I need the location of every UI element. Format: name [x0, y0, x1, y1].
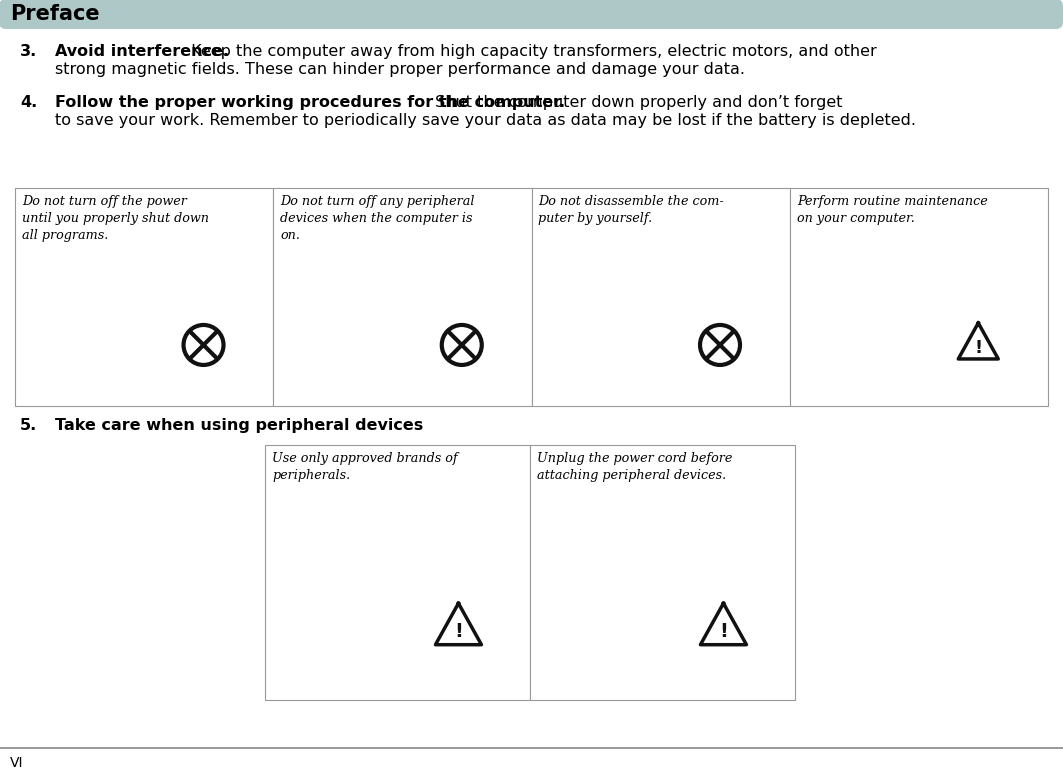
Bar: [790, 188, 1048, 406]
Circle shape: [442, 325, 482, 365]
Text: Unplug the power cord before
attaching peripheral devices.: Unplug the power cord before attaching p…: [537, 452, 732, 482]
Circle shape: [701, 325, 740, 365]
Text: strong magnetic fields. These can hinder proper performance and damage your data: strong magnetic fields. These can hinder…: [55, 62, 745, 77]
Text: 4.: 4.: [20, 95, 37, 110]
Text: Shut the computer down properly and don’t forget: Shut the computer down properly and don’…: [431, 95, 843, 110]
Bar: [273, 188, 532, 406]
Text: Do not turn off the power
until you properly shut down
all programs.: Do not turn off the power until you prop…: [22, 195, 209, 242]
Text: VI: VI: [10, 756, 23, 768]
Bar: [532, 188, 790, 406]
Text: Keep the computer away from high capacity transformers, electric motors, and oth: Keep the computer away from high capacit…: [186, 44, 877, 59]
Bar: [265, 445, 530, 700]
Text: Do not turn off any peripheral
devices when the computer is
on.: Do not turn off any peripheral devices w…: [281, 195, 475, 242]
Text: Use only approved brands of
peripherals.: Use only approved brands of peripherals.: [272, 452, 458, 482]
Polygon shape: [436, 604, 482, 644]
Polygon shape: [701, 604, 746, 644]
Bar: [15, 188, 273, 406]
Text: Take care when using peripheral devices: Take care when using peripheral devices: [55, 418, 423, 433]
Text: !: !: [719, 622, 728, 641]
Bar: [530, 445, 795, 700]
Text: 5.: 5.: [20, 418, 37, 433]
Circle shape: [184, 325, 223, 365]
Text: Perform routine maintenance
on your computer.: Perform routine maintenance on your comp…: [797, 195, 988, 225]
Text: Avoid interference.: Avoid interference.: [55, 44, 230, 59]
Text: Follow the proper working procedures for the computer.: Follow the proper working procedures for…: [55, 95, 566, 110]
Text: !: !: [974, 339, 982, 357]
Text: Do not disassemble the com-
puter by yourself.: Do not disassemble the com- puter by you…: [539, 195, 724, 225]
Text: to save your work. Remember to periodically save your data as data may be lost i: to save your work. Remember to periodica…: [55, 113, 916, 128]
Text: .: .: [320, 418, 325, 433]
Polygon shape: [958, 323, 998, 359]
Text: Preface: Preface: [10, 4, 100, 24]
Text: !: !: [454, 622, 462, 641]
Text: 3.: 3.: [20, 44, 37, 59]
FancyBboxPatch shape: [0, 0, 1063, 29]
